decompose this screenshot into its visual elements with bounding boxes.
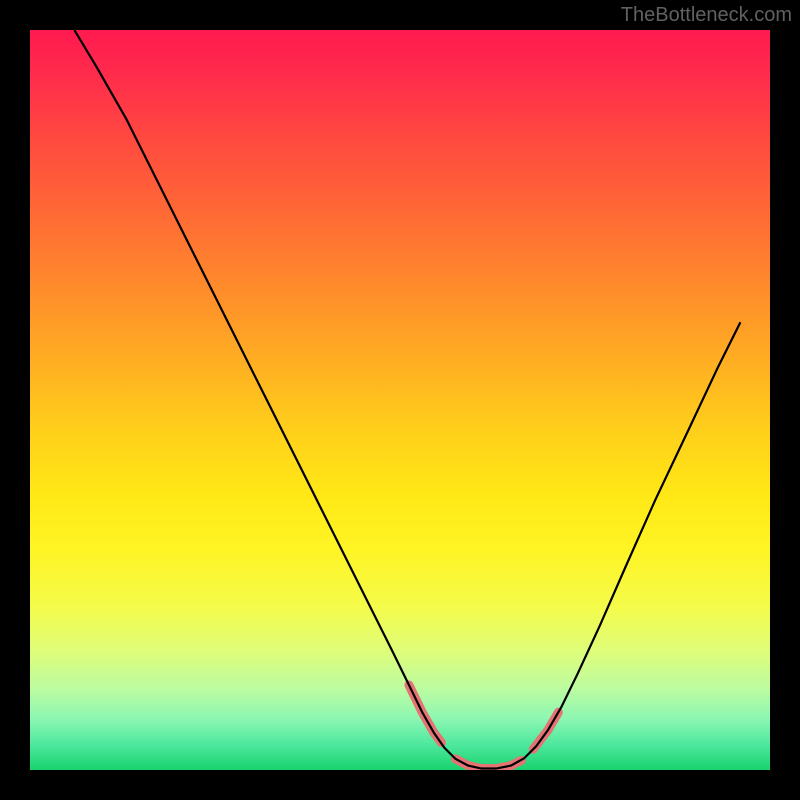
watermark-text: TheBottleneck.com	[621, 4, 792, 27]
bottleneck-chart	[0, 0, 800, 800]
chart-gradient-background	[30, 30, 770, 770]
